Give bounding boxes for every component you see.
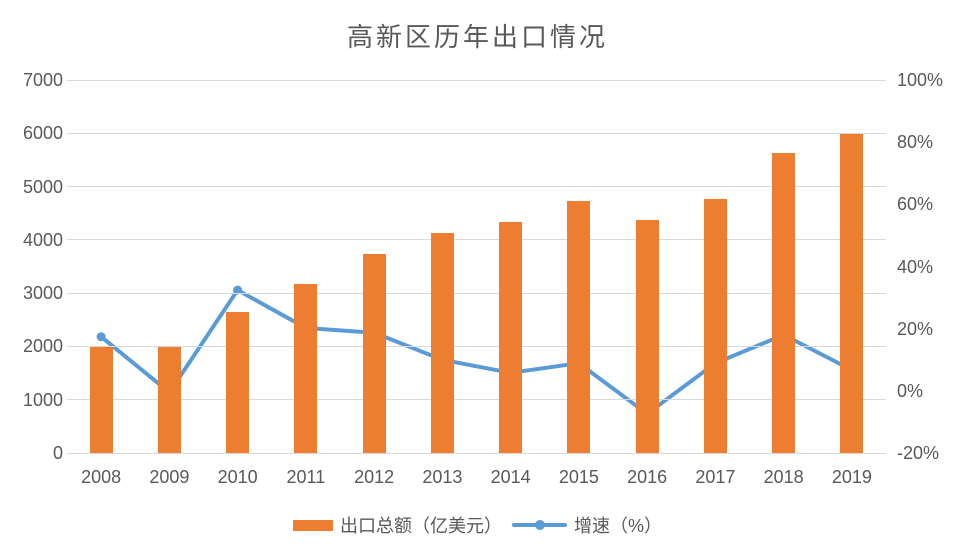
left-axis-tick-label: 0 bbox=[52, 443, 63, 463]
gridline bbox=[67, 345, 886, 347]
gridline bbox=[67, 132, 886, 134]
x-axis-label-2018: 2018 bbox=[763, 467, 804, 487]
gridline bbox=[67, 239, 886, 241]
x-axis-label-2013: 2013 bbox=[422, 467, 463, 487]
bar-2015[interactable] bbox=[567, 200, 591, 453]
x-axis-label-2011: 2011 bbox=[286, 467, 326, 487]
left-axis-tick-label: 7000 bbox=[22, 70, 63, 90]
bar-2017[interactable] bbox=[703, 198, 727, 453]
legend-line-label: 增速（%） bbox=[573, 516, 662, 536]
left-axis-tick-label: 2000 bbox=[22, 336, 63, 357]
x-axis-label-2012: 2012 bbox=[354, 467, 395, 487]
right-axis-tick-label: 80% bbox=[897, 132, 934, 153]
bar-2018[interactable] bbox=[772, 153, 796, 453]
x-axis-label-2009: 2009 bbox=[149, 467, 190, 487]
x-axis-label-2017: 2017 bbox=[695, 467, 736, 487]
bar-2012[interactable] bbox=[362, 253, 386, 453]
right-axis-tick-label: 0% bbox=[897, 380, 924, 401]
x-axis-label-2019: 2019 bbox=[831, 467, 872, 487]
bar-2011[interactable] bbox=[294, 284, 318, 453]
bar-2010[interactable] bbox=[226, 312, 250, 453]
left-axis-tick-label: 5000 bbox=[22, 176, 63, 197]
gridline bbox=[67, 79, 886, 81]
line-point-2008[interactable] bbox=[96, 332, 106, 342]
x-axis-label-2014: 2014 bbox=[490, 467, 531, 487]
gridline bbox=[67, 186, 886, 188]
x-axis-label-2010: 2010 bbox=[217, 467, 258, 487]
legend-item-export-total[interactable]: 出口总额（亿美元） bbox=[292, 512, 502, 538]
gridline bbox=[67, 452, 886, 454]
legend: 出口总额（亿美元） 增速（%） bbox=[0, 510, 955, 540]
right-axis-tick-label: 40% bbox=[897, 256, 934, 277]
gridline bbox=[67, 292, 886, 294]
x-axis-label-2015: 2015 bbox=[558, 467, 599, 487]
chart-title: 高新区历年出口情况 bbox=[346, 22, 608, 52]
x-axis-label-2016: 2016 bbox=[627, 467, 668, 487]
bar-2008[interactable] bbox=[89, 346, 113, 453]
bar-2019[interactable] bbox=[840, 134, 864, 453]
left-axis-tick-label: 3000 bbox=[22, 283, 63, 304]
line-series-swatch-icon bbox=[511, 520, 567, 530]
left-axis-tick-label: 6000 bbox=[22, 123, 63, 144]
bar-2009[interactable] bbox=[157, 347, 181, 453]
bar-series-swatch-icon bbox=[292, 519, 333, 531]
left-axis-tick-label: 4000 bbox=[22, 229, 63, 250]
legend-item-growth-rate[interactable]: 增速（%） bbox=[511, 512, 662, 538]
right-axis-tick-label: 20% bbox=[897, 318, 934, 339]
right-axis-tick-label: 100% bbox=[897, 70, 944, 90]
bar-2013[interactable] bbox=[430, 233, 454, 453]
line-point-2010[interactable] bbox=[233, 285, 243, 295]
right-axis-tick-label: 60% bbox=[897, 194, 934, 215]
left-axis-tick-label: 1000 bbox=[22, 389, 63, 410]
right-axis-tick-label: -20% bbox=[897, 443, 940, 463]
bar-2016[interactable] bbox=[635, 219, 659, 453]
gridline bbox=[67, 399, 886, 401]
growth-line bbox=[99, 288, 854, 416]
legend-bar-label: 出口总额（亿美元） bbox=[339, 516, 502, 536]
x-axis-label-2008: 2008 bbox=[81, 467, 122, 487]
bar-2014[interactable] bbox=[499, 222, 523, 453]
